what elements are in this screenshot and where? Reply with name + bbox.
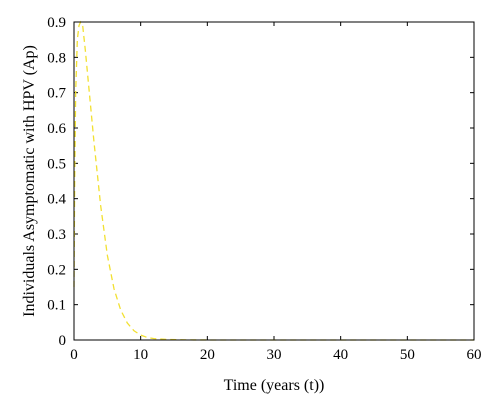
axis-ticks (73, 21, 475, 341)
x-tick-label: 40 (333, 347, 348, 363)
y-tick-label: 0 (59, 333, 67, 349)
x-tick-labels: 0 10 20 30 40 50 60 (70, 347, 481, 363)
y-axis-label: Individuals Asymptomatic with HPV (Ap) (21, 45, 38, 317)
x-tick-label: 10 (133, 347, 148, 363)
x-tick-label: 50 (400, 347, 415, 363)
y-tick-label: 0.4 (47, 192, 66, 208)
y-tick-label: 0.7 (47, 86, 66, 102)
y-tick-label: 0.9 (47, 15, 66, 31)
x-tick-label: 60 (467, 347, 482, 363)
series-layer (73, 20, 474, 341)
y-tick-label: 0.3 (47, 227, 66, 243)
y-tick-label: 0.2 (47, 262, 66, 278)
y-tick-label: 0.8 (47, 50, 66, 66)
y-tick-label: 0.1 (47, 298, 66, 314)
plot-frame (73, 21, 475, 341)
y-tick-labels: 0 0.1 0.2 0.3 0.4 0.5 0.6 0.7 0.8 0.9 (47, 15, 66, 349)
y-tick-label: 0.5 (47, 156, 66, 172)
x-tick-label: 0 (70, 347, 78, 363)
series-line-0 (73, 20, 474, 341)
x-tick-label: 30 (267, 347, 282, 363)
y-tick-label: 0.6 (47, 121, 66, 137)
x-tick-label: 20 (200, 347, 215, 363)
x-axis-label: Time (years (t)) (224, 377, 325, 394)
